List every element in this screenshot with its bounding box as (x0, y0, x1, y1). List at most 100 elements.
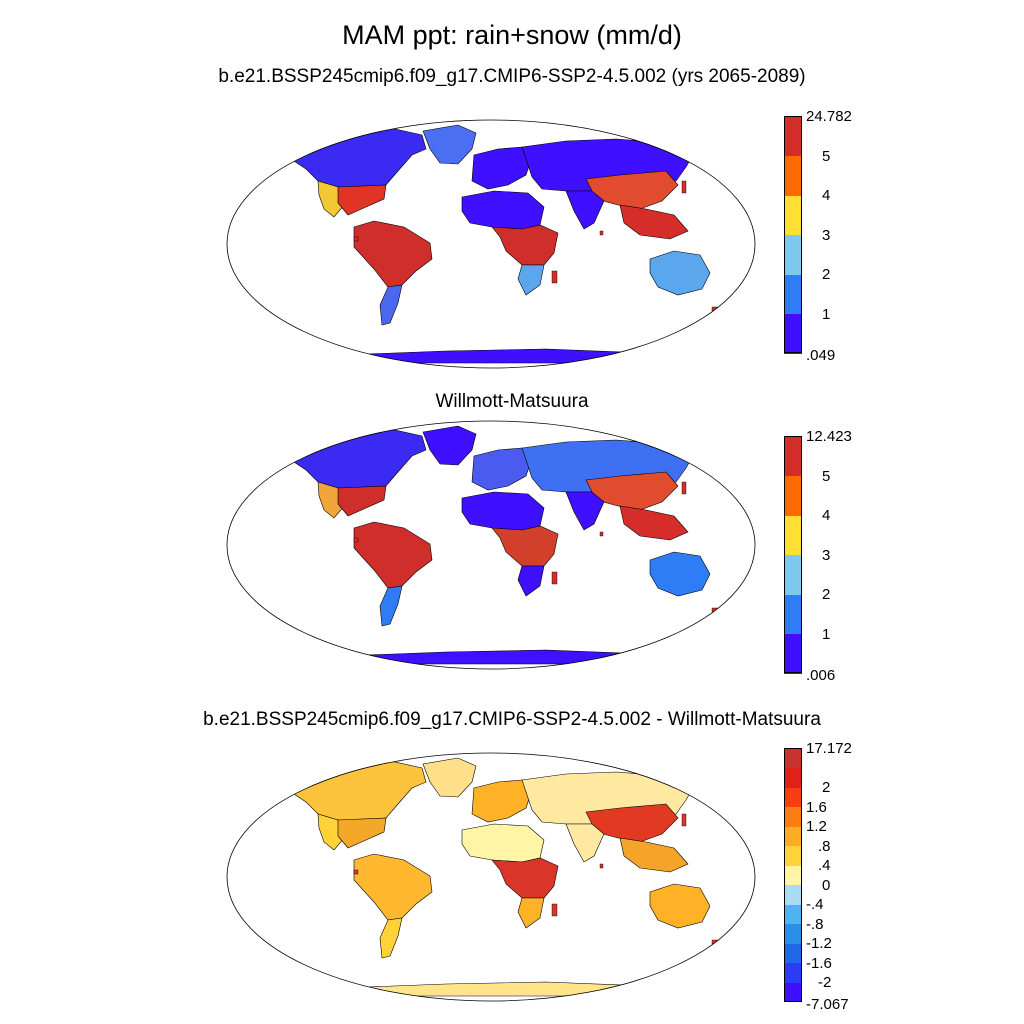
madagascar-island (551, 571, 558, 585)
colorbar-label: .4 (818, 857, 831, 875)
colorbar-label: .049 (806, 347, 836, 364)
japan-island (681, 813, 687, 827)
colorbar-swatch (784, 436, 802, 476)
colorbar-swatch (784, 633, 802, 674)
panel-1-colorbar: .049 1 2 3 4 5 24.782 (784, 109, 852, 363)
colorbar-label: .006 (806, 667, 836, 684)
panel-1-map (226, 119, 756, 369)
colorbar-label: 4 (822, 187, 831, 204)
region-africa-sahara (461, 823, 545, 863)
colorbar-swatch (784, 845, 802, 866)
region-australia (649, 250, 711, 296)
region-usa-east (337, 184, 387, 216)
japan-island (681, 481, 687, 495)
colorbar-label: 24.782 (806, 108, 852, 125)
region-south-america (353, 220, 433, 288)
region-europe (471, 779, 533, 823)
colorbar-swatch (784, 865, 802, 886)
region-usa-east (337, 817, 387, 849)
colorbar-label: 5 (822, 467, 831, 485)
map-border (226, 752, 756, 1002)
madagascar-island (551, 270, 558, 284)
map-border (226, 119, 756, 369)
sri-lanka-island (599, 230, 604, 236)
colorbar-swatch (784, 234, 802, 275)
region-south-america (353, 853, 433, 921)
colorbar-swatch (784, 767, 802, 788)
region-greenland (422, 757, 477, 798)
colorbar-swatch (784, 962, 802, 983)
panel-3-title: b.e21.BSSP245cmip6.f09_g17.CMIP6-SSP2-4.… (203, 709, 821, 730)
colorbar-label: -1.6 (806, 954, 832, 972)
colorbar-swatch (784, 748, 802, 769)
colorbar-swatch (784, 923, 802, 944)
colorbar-swatch (784, 274, 802, 314)
region-se-asia (619, 204, 689, 240)
region-africa-south (517, 264, 545, 296)
colorbar-label: 2 (822, 586, 831, 603)
colorbar-label: 3 (822, 226, 831, 244)
colorbar-swatch (784, 884, 802, 905)
colorbar-swatch (784, 155, 802, 196)
colorbar-swatch (784, 594, 802, 634)
colorbar-swatch (784, 515, 802, 555)
region-india (565, 491, 605, 531)
region-greenland (422, 425, 477, 466)
region-patagonia (379, 917, 403, 959)
colorbar-swatch (784, 475, 802, 516)
region-se-asia (619, 837, 689, 873)
panel-2-colorbar: .006 1 2 3 4 5 12.423 (784, 429, 852, 683)
region-europe (471, 146, 533, 190)
region-australia (649, 551, 711, 597)
colorbar-label: -1.2 (806, 935, 832, 953)
panel-3-map (226, 752, 756, 1002)
region-india (565, 190, 605, 230)
region-africa-sahara (461, 190, 545, 230)
region-europe (471, 447, 533, 491)
colorbar-swatch (784, 554, 802, 595)
panel-2-title: Willmott-Matsuura (435, 391, 589, 412)
colorbar-label: 2 (822, 779, 831, 797)
panel-2-map (226, 420, 756, 670)
colorbar-label: 12.423 (806, 428, 852, 445)
region-africa-central (491, 224, 559, 266)
sri-lanka-island (599, 863, 604, 869)
region-patagonia (379, 585, 403, 627)
colorbar-swatch (784, 806, 802, 827)
galapagos-island (353, 236, 359, 242)
colorbar-swatch (784, 313, 802, 354)
colorbar-swatch (784, 943, 802, 964)
region-patagonia (379, 284, 403, 326)
colorbar-label: -.8 (806, 915, 824, 933)
colorbar-swatch (784, 787, 802, 808)
colorbar-label: 3 (822, 546, 831, 564)
colorbar-label: .8 (818, 837, 831, 855)
colorbar-swatch (784, 982, 802, 1003)
region-africa-central (491, 857, 559, 899)
region-south-america (353, 521, 433, 589)
map-border (226, 420, 756, 670)
colorbar-label: -.4 (806, 896, 824, 914)
colorbar-label: 1 (822, 305, 831, 323)
galapagos-island (353, 869, 359, 875)
panel-1-title: b.e21.BSSP245cmip6.f09_g17.CMIP6-SSP2-4.… (218, 66, 806, 87)
colorbar-label: 17.172 (806, 740, 852, 757)
colorbar-label: 1.6 (806, 798, 827, 816)
region-india (565, 823, 605, 863)
colorbar-label: 1 (822, 625, 831, 643)
figure-title: MAM ppt: rain+snow (mm/d) (342, 20, 682, 50)
colorbar-label: -2 (818, 974, 832, 992)
colorbar-swatch (784, 904, 802, 925)
region-greenland (422, 124, 477, 165)
colorbar-label: 5 (822, 147, 831, 165)
region-australia (649, 883, 711, 929)
region-usa-east (337, 485, 387, 517)
japan-island (681, 180, 687, 194)
region-africa-central (491, 525, 559, 567)
galapagos-island (353, 537, 359, 543)
colorbar-label: 4 (822, 507, 831, 524)
sri-lanka-island (599, 531, 604, 537)
colorbar-swatch (784, 195, 802, 235)
colorbar-label: 1.2 (806, 818, 827, 836)
colorbar-label: -7.067 (806, 996, 849, 1013)
